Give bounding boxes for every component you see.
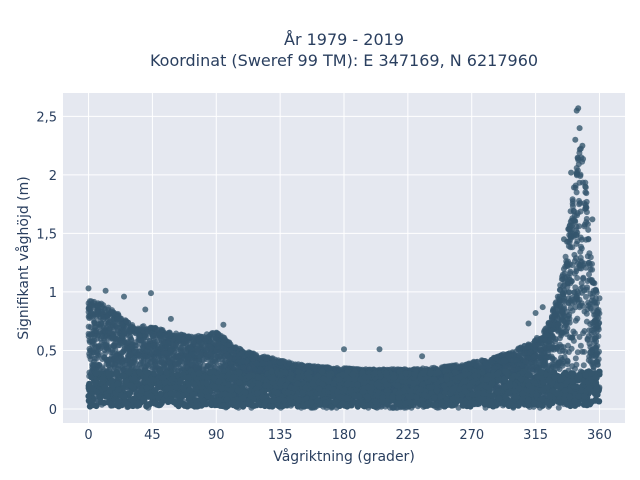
data-point <box>577 208 584 215</box>
data-point <box>150 356 157 363</box>
data-point <box>556 358 563 365</box>
data-point <box>95 352 102 359</box>
data-point <box>580 330 587 337</box>
data-point <box>574 275 581 281</box>
data-point <box>583 215 590 222</box>
data-point <box>577 248 584 255</box>
data-point <box>546 343 553 350</box>
data-point <box>581 308 588 315</box>
data-point <box>582 189 589 196</box>
data-point <box>86 303 93 310</box>
data-point <box>583 318 590 325</box>
data-point <box>594 343 601 349</box>
data-point <box>576 197 582 204</box>
data-point <box>88 310 95 317</box>
data-point <box>578 280 585 287</box>
data-point <box>557 282 564 289</box>
data-point <box>593 287 600 294</box>
data-point <box>587 254 594 261</box>
data-point <box>579 158 586 165</box>
data-point <box>580 274 587 281</box>
chart-title-line2: Koordinat (Sweref 99 TM): E 347169, N 62… <box>150 51 538 70</box>
data-point <box>569 200 576 207</box>
data-point <box>569 244 576 251</box>
chart-title-line1: År 1979 - 2019 <box>284 30 404 49</box>
data-point <box>562 253 569 260</box>
data-points <box>85 105 603 411</box>
data-point <box>555 404 562 411</box>
data-point <box>583 293 589 300</box>
data-point <box>572 355 579 362</box>
data-point <box>579 348 586 355</box>
data-point <box>586 271 592 278</box>
data-point <box>577 342 584 349</box>
data-point <box>587 290 594 297</box>
data-point <box>563 261 570 268</box>
data-point <box>573 189 580 196</box>
data-point <box>570 184 577 191</box>
data-point <box>574 349 581 356</box>
